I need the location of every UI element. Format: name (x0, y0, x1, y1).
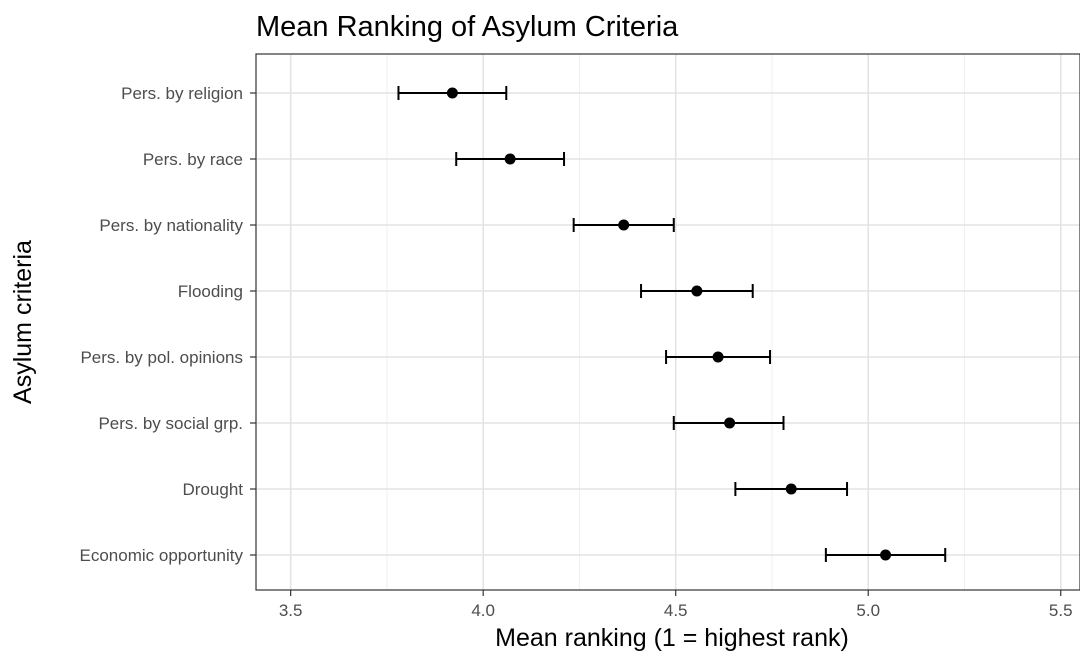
y-tick-label: Pers. by nationality (99, 216, 243, 235)
plot-panel-border (255, 53, 1080, 591)
data-point (724, 417, 736, 429)
y-axis-title: Asylum criteria (9, 240, 37, 404)
x-tick-label: 5.0 (856, 601, 880, 620)
data-point (785, 483, 797, 495)
y-axis: Pers. by religion Pers. by race Pers. by n… (80, 84, 256, 565)
data-points (446, 87, 892, 561)
y-tick-label: Pers. by race (143, 150, 243, 169)
y-tick-label: Pers. by social grp. (98, 414, 243, 433)
data-point (880, 549, 892, 561)
y-tick-label: Economic opportunity (80, 546, 244, 565)
data-point (691, 285, 703, 297)
plot-panel (256, 54, 1080, 590)
data-point (446, 87, 458, 99)
x-axis: 3.5 4.0 4.5 5.0 5.5 (279, 590, 1073, 620)
x-tick-label: 3.5 (279, 601, 303, 620)
y-tick-label: Pers. by religion (121, 84, 243, 103)
x-tick-label: 4.0 (471, 601, 495, 620)
x-axis-title: Mean ranking (1 = highest rank) (495, 624, 849, 651)
y-tick-label: Flooding (178, 282, 243, 301)
data-point (618, 219, 630, 231)
chart-title: Mean Ranking of Asylum Criteria (256, 11, 679, 43)
y-tick-label: Drought (183, 480, 244, 499)
data-point (712, 351, 724, 363)
x-tick-label: 5.5 (1049, 601, 1073, 620)
y-tick-label: Pers. by pol. opinions (80, 348, 243, 367)
data-point (504, 153, 516, 165)
x-tick-label: 4.5 (664, 601, 688, 620)
